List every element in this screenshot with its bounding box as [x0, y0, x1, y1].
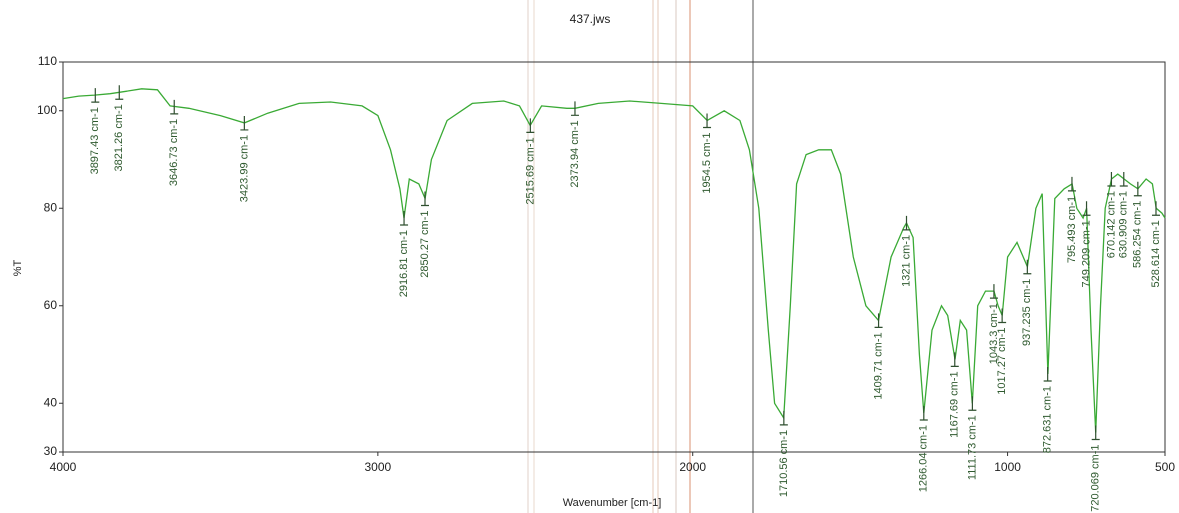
peak-label: 3423.99 cm-1	[238, 135, 250, 202]
peak-marker	[1119, 172, 1128, 187]
peak-label: 3821.26 cm-1	[113, 104, 125, 171]
peak-label: 630.909 cm-1	[1118, 191, 1130, 258]
x-axis-label: Wavenumber [cm-1]	[563, 497, 662, 509]
peak-marker	[1043, 367, 1052, 382]
peak-label: 1167.69 cm-1	[949, 371, 961, 437]
peak-label: 3646.73 cm-1	[168, 119, 180, 186]
peak-marker	[240, 115, 249, 131]
peak-label: 1710.56 cm-1	[778, 430, 790, 497]
peak-marker	[998, 308, 1007, 324]
peak-label: 670.142 cm-1	[1105, 191, 1117, 258]
peak-label: 1111.73 cm-1	[966, 415, 978, 480]
peak-marker	[703, 113, 712, 129]
spectrum-line	[62, 88, 1166, 433]
peak-marker	[1107, 172, 1116, 187]
peak-marker	[1082, 201, 1091, 216]
y-tick-label: 30	[44, 444, 58, 458]
peak-label: 937.235 cm-1	[1021, 279, 1033, 346]
x-tick-label: 3000	[365, 460, 392, 474]
peak-marker	[1151, 201, 1160, 216]
y-tick-label: 100	[37, 103, 57, 117]
peak-label: 1321 cm-1	[900, 235, 912, 287]
peak-marker	[1091, 425, 1100, 441]
peak-label: 3897.43 cm-1	[89, 107, 101, 174]
peak-marker	[570, 101, 579, 116]
peak-label: 1409.71 cm-1	[872, 332, 884, 399]
peak-marker	[1067, 176, 1076, 192]
peak-marker	[902, 215, 911, 231]
peak-label: 2515.69 cm-1	[524, 137, 536, 204]
peak-label: 1043.3 cm-1	[988, 303, 1000, 364]
chart-title: 437.jws	[570, 12, 611, 26]
y-tick-label: 110	[38, 54, 57, 68]
peak-marker	[115, 85, 124, 100]
peak-label: 2850.27 cm-1	[419, 211, 431, 278]
plot-frame	[62, 61, 1166, 453]
y-tick-label: 60	[44, 298, 58, 312]
peak-label: 1954.5 cm-1	[701, 133, 713, 194]
peak-marker	[1133, 181, 1142, 197]
peak-marker	[779, 410, 788, 426]
peak-marker	[526, 118, 535, 133]
peak-label: 795.493 cm-1	[1066, 196, 1078, 263]
peak-marker	[968, 396, 977, 411]
x-tick-label: 500	[1155, 460, 1175, 474]
peak-marker	[874, 313, 883, 328]
peak-label: 2373.94 cm-1	[569, 120, 581, 187]
peak-marker	[989, 284, 998, 299]
peak-label: 586.254 cm-1	[1132, 201, 1144, 268]
peak-label: 1266.04 cm-1	[918, 425, 930, 492]
peak-marker	[91, 88, 100, 103]
x-tick-label: 2000	[679, 460, 706, 474]
peak-marker	[919, 406, 928, 421]
peak-marker	[170, 99, 179, 115]
x-tick-label: 4000	[50, 460, 77, 474]
peak-label: 1017.27 cm-1	[996, 327, 1008, 394]
y-tick-label: 80	[44, 200, 58, 214]
peak-label: 2916.81 cm-1	[398, 230, 410, 297]
peak-marker	[1023, 259, 1032, 275]
peak-label: 528.614 cm-1	[1150, 220, 1162, 287]
peak-marker	[421, 191, 430, 207]
peak-label: 720.069 cm-1	[1090, 445, 1102, 512]
peak-label: 749.209 cm-1	[1080, 220, 1092, 287]
peak-label: 872.631 cm-1	[1042, 386, 1054, 453]
x-tick-label: 1000	[994, 460, 1021, 474]
peak-marker	[400, 211, 409, 226]
y-axis-label: %T	[12, 259, 24, 276]
y-tick-label: 40	[44, 395, 58, 409]
peak-marker	[950, 352, 959, 367]
